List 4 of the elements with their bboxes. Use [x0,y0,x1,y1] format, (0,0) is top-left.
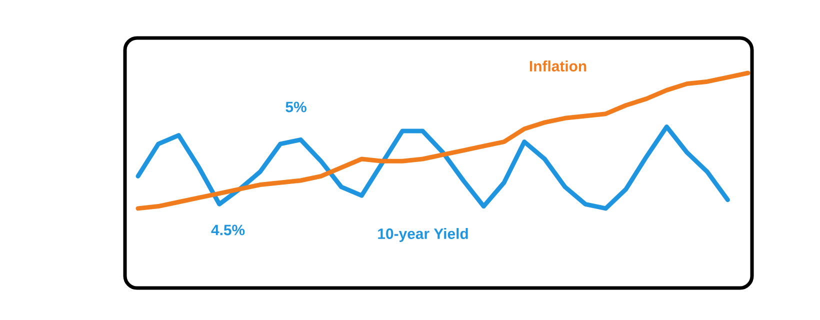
annotation: 4.5% [211,224,245,236]
text: Inflation [530,60,586,72]
annotation: 5% [286,102,306,112]
series-label: 10-year Yield [378,228,468,242]
